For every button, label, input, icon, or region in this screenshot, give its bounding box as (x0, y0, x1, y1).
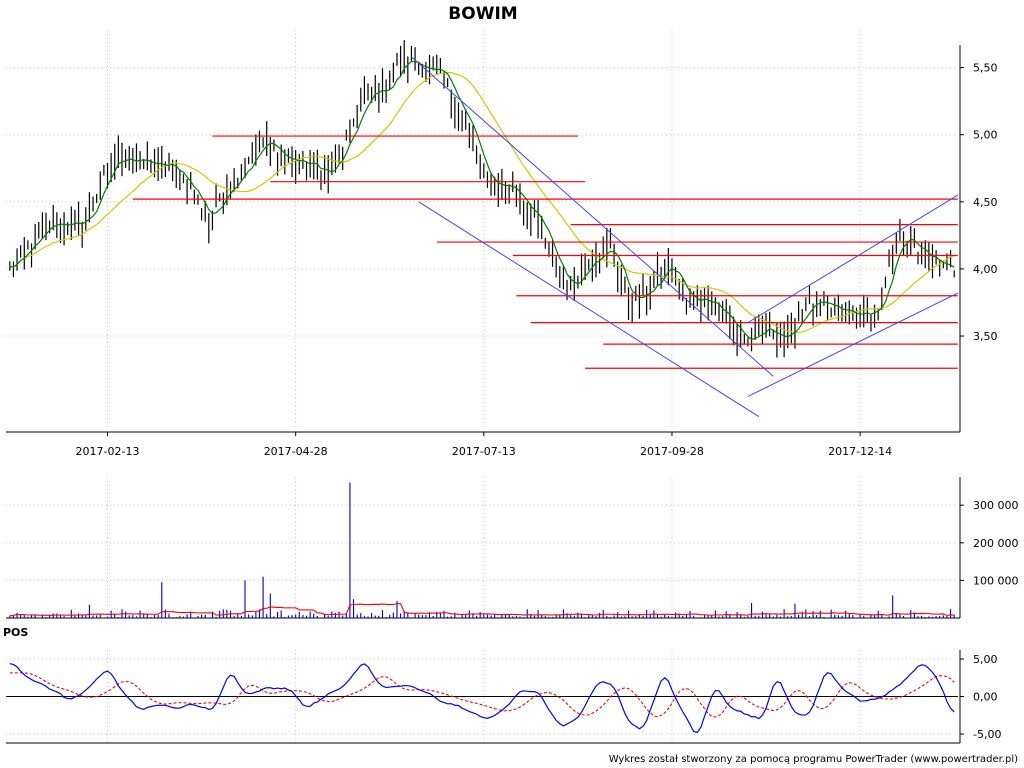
price-y-tick-label: 5,00 (973, 129, 998, 142)
pos-oscillator-panel: -5,00 0,00 5,00 (6, 650, 1001, 744)
pos-oscillator-line (9, 663, 955, 734)
price-candles (9, 40, 955, 358)
trend-channel-line (747, 292, 959, 397)
volume-panel: 100 000 200 000 300 000 (6, 477, 1019, 619)
trend-channel-line (411, 56, 774, 377)
volume-grid (6, 477, 958, 618)
trend-channel-line (747, 194, 959, 324)
volume-average-line (9, 603, 955, 617)
pos-signal-line (9, 672, 955, 718)
price-x-tick-label: 2017-09-28 (640, 445, 704, 458)
pos-y-tick-label: -5,00 (973, 728, 1001, 741)
pos-y-tick-label: 0,00 (973, 691, 998, 704)
price-x-tick-label: 2017-12-14 (828, 445, 892, 458)
pos-y-tick-label: 5,00 (973, 653, 998, 666)
price-x-tick-label: 2017-07-13 (452, 445, 516, 458)
price-y-tick-label: 4,50 (973, 196, 998, 209)
slow-moving-average-line (9, 72, 955, 334)
price-y-tick-label: 3,50 (973, 330, 998, 343)
pos-panel-label: POS (3, 626, 28, 639)
pos-grid (6, 650, 958, 743)
fast-moving-average-line (9, 60, 955, 341)
price-panel: 3,50 4,00 4,50 5,00 5,50 2017-02-13 2017-04-28… (6, 30, 998, 458)
volume-y-tick-label: 100 000 (973, 574, 1019, 587)
volume-bars (9, 482, 955, 618)
volume-y-tick-label: 300 000 (973, 499, 1019, 512)
trend-channel-line (418, 201, 760, 417)
volume-y-tick-label: 200 000 (973, 537, 1019, 550)
price-y-tick-label: 5,50 (973, 62, 998, 75)
footer-credit: Wykres został stworzony za pomocą progra… (609, 754, 1018, 765)
price-x-tick-label: 2017-04-28 (264, 445, 328, 458)
price-grid (6, 30, 958, 430)
chart-title: BOWIM (448, 4, 517, 24)
price-x-tick-label: 2017-02-13 (76, 445, 140, 458)
price-y-tick-label: 4,00 (973, 263, 998, 276)
